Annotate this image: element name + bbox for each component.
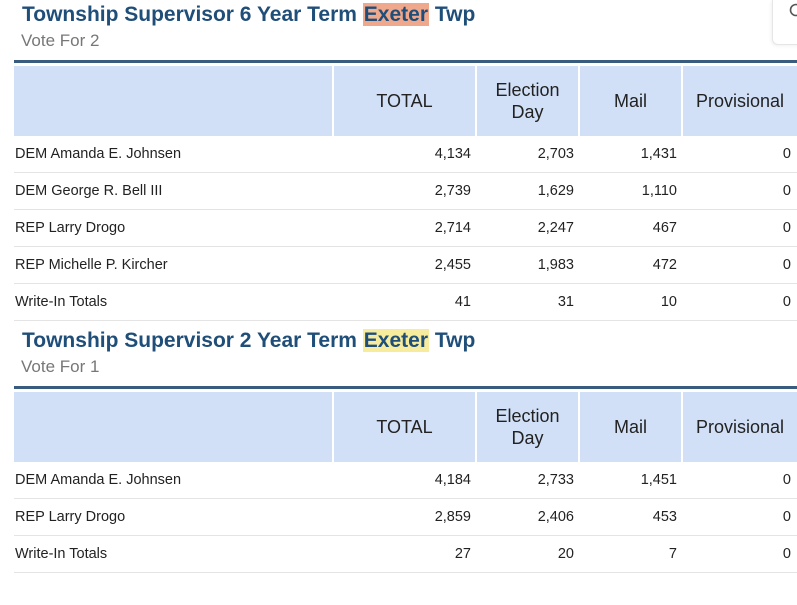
find-bar[interactable] <box>772 0 797 45</box>
table-row: DEM George R. Bell III 2,739 1,629 1,110… <box>14 173 797 210</box>
vote-for-label: Vote For 1 <box>21 357 100 376</box>
table-row: REP Michelle P. Kircher 2,455 1,983 472 … <box>14 247 797 284</box>
header-election-day: Election Day <box>477 66 580 136</box>
election-day-cell: 2,247 <box>477 210 580 247</box>
total-cell: 2,714 <box>334 210 477 247</box>
candidate-name: DEM Amanda E. Johnsen <box>14 136 334 173</box>
table-row: DEM Amanda E. Johnsen 4,134 2,703 1,431 … <box>14 136 797 173</box>
contest-title: Township Supervisor 6 Year Term Exeter T… <box>0 0 797 30</box>
provisional-cell: 0 <box>683 284 797 321</box>
mail-cell: 1,451 <box>580 462 683 499</box>
search-highlight-current: Exeter <box>362 3 429 26</box>
total-cell: 27 <box>334 536 477 573</box>
results-table: TOTAL Election Day Mail Provisional DEM … <box>14 66 797 321</box>
election-day-cell: 31 <box>477 284 580 321</box>
mail-cell: 7 <box>580 536 683 573</box>
candidate-name: DEM Amanda E. Johnsen <box>14 462 334 499</box>
table-row: REP Larry Drogo 2,714 2,247 467 0 <box>14 210 797 247</box>
vote-for-label: Vote For 2 <box>21 31 100 50</box>
election-day-cell: 2,703 <box>477 136 580 173</box>
election-day-cell: 1,629 <box>477 173 580 210</box>
search-highlight: Exeter <box>362 329 429 352</box>
election-day-cell: 1,983 <box>477 247 580 284</box>
total-cell: 2,859 <box>334 499 477 536</box>
title-suffix: Twp <box>429 329 476 352</box>
provisional-cell: 0 <box>683 173 797 210</box>
election-day-cell: 2,733 <box>477 462 580 499</box>
header-row: TOTAL Election Day Mail Provisional <box>14 66 797 136</box>
mail-cell: 1,110 <box>580 173 683 210</box>
header-row: TOTAL Election Day Mail Provisional <box>14 392 797 462</box>
table-row: DEM Amanda E. Johnsen 4,184 2,733 1,451 … <box>14 462 797 499</box>
candidate-name: REP Larry Drogo <box>14 499 334 536</box>
table-row: Write-In Totals 27 20 7 0 <box>14 536 797 573</box>
mail-cell: 1,431 <box>580 136 683 173</box>
provisional-cell: 0 <box>683 499 797 536</box>
results-table: TOTAL Election Day Mail Provisional DEM … <box>14 392 797 573</box>
total-cell: 2,455 <box>334 247 477 284</box>
header-total: TOTAL <box>334 392 477 462</box>
header-provisional: Provisional <box>683 392 797 462</box>
header-candidate <box>14 392 334 462</box>
provisional-cell: 0 <box>683 462 797 499</box>
mail-cell: 472 <box>580 247 683 284</box>
election-day-cell: 2,406 <box>477 499 580 536</box>
contest-title: Township Supervisor 2 Year Term Exeter T… <box>0 326 797 356</box>
divider <box>14 60 797 63</box>
header-mail: Mail <box>580 392 683 462</box>
mail-cell: 10 <box>580 284 683 321</box>
mail-cell: 467 <box>580 210 683 247</box>
table-row: REP Larry Drogo 2,859 2,406 453 0 <box>14 499 797 536</box>
table-row: Write-In Totals 41 31 10 0 <box>14 284 797 321</box>
header-election-day: Election Day <box>477 392 580 462</box>
header-total: TOTAL <box>334 66 477 136</box>
total-cell: 2,739 <box>334 173 477 210</box>
contest-2-year-term: Township Supervisor 2 Year Term Exeter T… <box>0 321 797 573</box>
mail-cell: 453 <box>580 499 683 536</box>
candidate-name: Write-In Totals <box>14 536 334 573</box>
contest-6-year-term: Township Supervisor 6 Year Term Exeter T… <box>0 0 797 321</box>
provisional-cell: 0 <box>683 136 797 173</box>
total-cell: 4,134 <box>334 136 477 173</box>
candidate-name: Write-In Totals <box>14 284 334 321</box>
candidate-name: REP Michelle P. Kircher <box>14 247 334 284</box>
election-day-cell: 20 <box>477 536 580 573</box>
header-candidate <box>14 66 334 136</box>
header-provisional: Provisional <box>683 66 797 136</box>
candidate-name: REP Larry Drogo <box>14 210 334 247</box>
candidate-name: DEM George R. Bell III <box>14 173 334 210</box>
provisional-cell: 0 <box>683 247 797 284</box>
provisional-cell: 0 <box>683 536 797 573</box>
provisional-cell: 0 <box>683 210 797 247</box>
title-prefix: Township Supervisor 6 Year Term <box>22 3 363 26</box>
search-icon[interactable] <box>789 3 797 21</box>
header-mail: Mail <box>580 66 683 136</box>
total-cell: 4,184 <box>334 462 477 499</box>
total-cell: 41 <box>334 284 477 321</box>
title-prefix: Township Supervisor 2 Year Term <box>22 329 363 352</box>
divider <box>14 386 797 389</box>
title-suffix: Twp <box>429 3 476 26</box>
